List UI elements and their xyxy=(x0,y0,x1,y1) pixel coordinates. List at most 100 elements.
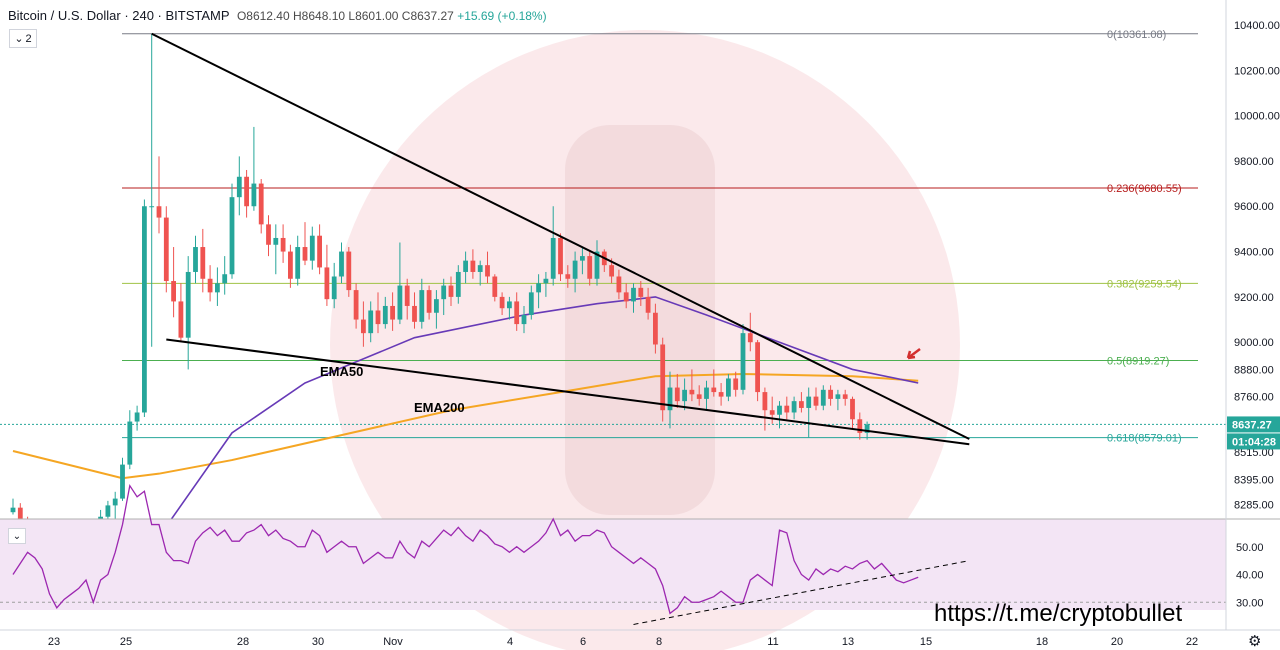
candle-body xyxy=(499,296,505,309)
candle-body xyxy=(733,378,739,390)
candle-body xyxy=(120,464,125,499)
gear-icon[interactable]: ⚙ xyxy=(1248,633,1262,650)
change-value: +15.69 (+0.18%) xyxy=(457,9,547,23)
time-tick-label: 23 xyxy=(48,636,60,648)
candle-body xyxy=(353,290,359,320)
time-tick-label: 15 xyxy=(920,636,932,648)
fib-level-label: 0.618(8579.01) xyxy=(1107,433,1182,445)
candle-body xyxy=(835,394,841,399)
candle-body xyxy=(740,333,746,390)
lower-trendline xyxy=(166,338,970,446)
price-tick-label: 10400.00 xyxy=(1234,20,1280,32)
rsi-pane-toggle[interactable]: ⌄ xyxy=(8,528,26,544)
ema50-annotation: EMA50 xyxy=(320,364,363,379)
candle-body xyxy=(755,342,760,393)
price-tick-label: 9200.00 xyxy=(1234,292,1274,304)
candle-body xyxy=(178,301,184,338)
candle-body xyxy=(149,206,155,208)
candle-body xyxy=(331,276,337,300)
candle-body xyxy=(638,287,644,297)
candle-body xyxy=(112,498,118,506)
ema200-annotation: EMA200 xyxy=(414,400,465,415)
candle-body xyxy=(288,251,293,279)
candle-body xyxy=(485,265,490,277)
candle-body xyxy=(820,389,826,406)
time-tick-label: 4 xyxy=(507,636,513,648)
candle-body xyxy=(784,405,790,413)
candle-body xyxy=(207,278,213,293)
candle-body xyxy=(631,287,636,302)
candle-body xyxy=(404,285,410,306)
candle-body xyxy=(455,271,461,297)
time-tick-label: 18 xyxy=(1036,636,1048,648)
candle-body xyxy=(514,301,520,325)
candle-body xyxy=(864,424,870,433)
symbol-title[interactable]: Bitcoin / U.S. Dollar · 240 · BITSTAMP xyxy=(8,8,230,23)
rsi-trendline xyxy=(633,560,970,625)
candle-body xyxy=(324,267,330,300)
candle-body xyxy=(587,256,593,279)
fib-level-label: 0(10361.08) xyxy=(1107,29,1166,41)
candle-body xyxy=(412,305,417,322)
chart-header: Bitcoin / U.S. Dollar · 240 · BITSTAMP O… xyxy=(8,8,547,23)
candle-body xyxy=(236,176,242,198)
candle-body xyxy=(594,251,600,279)
candle-body xyxy=(426,290,432,313)
close-value: C8637.27 xyxy=(401,9,454,23)
rsi-tick-label: 40.00 xyxy=(1236,570,1264,582)
candle-body xyxy=(842,394,848,399)
candle-body xyxy=(193,247,198,272)
candle-body xyxy=(339,251,344,277)
candle-body xyxy=(565,274,571,279)
candle-body xyxy=(492,276,498,297)
candle-body xyxy=(266,224,271,245)
candle-body xyxy=(616,276,622,293)
price-tick-label: 10000.00 xyxy=(1234,111,1280,123)
rsi-line xyxy=(12,483,919,615)
red-arrow-icon xyxy=(906,348,921,360)
candle-body xyxy=(258,183,264,225)
candle-body xyxy=(813,396,819,406)
candle-body xyxy=(309,235,315,261)
fib-level-label: 0.382(9259.54) xyxy=(1107,278,1182,290)
price-tick-label: 9000.00 xyxy=(1234,337,1274,349)
candle-body xyxy=(10,507,16,513)
price-tick-label: 8760.00 xyxy=(1234,392,1274,404)
candle-body xyxy=(507,301,512,309)
collapse-indicators-button[interactable]: ⌄ 2 xyxy=(9,29,37,48)
price-tick-label: 8515.00 xyxy=(1234,447,1274,459)
candle-body xyxy=(674,387,680,402)
rsi-pane-background xyxy=(0,519,1226,610)
candle-body xyxy=(448,285,454,297)
candle-body xyxy=(163,217,169,282)
candle-body xyxy=(156,206,162,218)
candle-body xyxy=(777,405,782,415)
time-tick-label: 20 xyxy=(1111,636,1123,648)
candle-body xyxy=(769,410,775,415)
candle-body xyxy=(806,396,812,408)
candle-body xyxy=(185,271,191,338)
candle-body xyxy=(382,305,388,325)
candle-body xyxy=(251,183,257,207)
candle-body xyxy=(580,256,585,261)
candle-body xyxy=(441,285,447,300)
candle-body xyxy=(127,421,133,465)
candle-body xyxy=(134,412,140,422)
candle-body xyxy=(244,176,249,207)
candle-body xyxy=(171,281,176,302)
chevron-down-icon: ⌄ xyxy=(14,33,24,45)
time-tick-label: Nov xyxy=(383,636,403,648)
candle-body xyxy=(390,305,395,320)
current-price-tag xyxy=(1227,416,1280,433)
price-tick-label: 8395.00 xyxy=(1234,474,1274,486)
candle-body xyxy=(799,401,804,408)
price-tick-label: 8880.00 xyxy=(1234,364,1274,376)
candle-body xyxy=(711,387,717,393)
time-tick-label: 22 xyxy=(1186,636,1198,648)
candle-body xyxy=(229,197,235,275)
candle-body xyxy=(273,237,279,245)
candle-body xyxy=(200,247,206,279)
open-value: O8612.40 xyxy=(236,9,290,23)
